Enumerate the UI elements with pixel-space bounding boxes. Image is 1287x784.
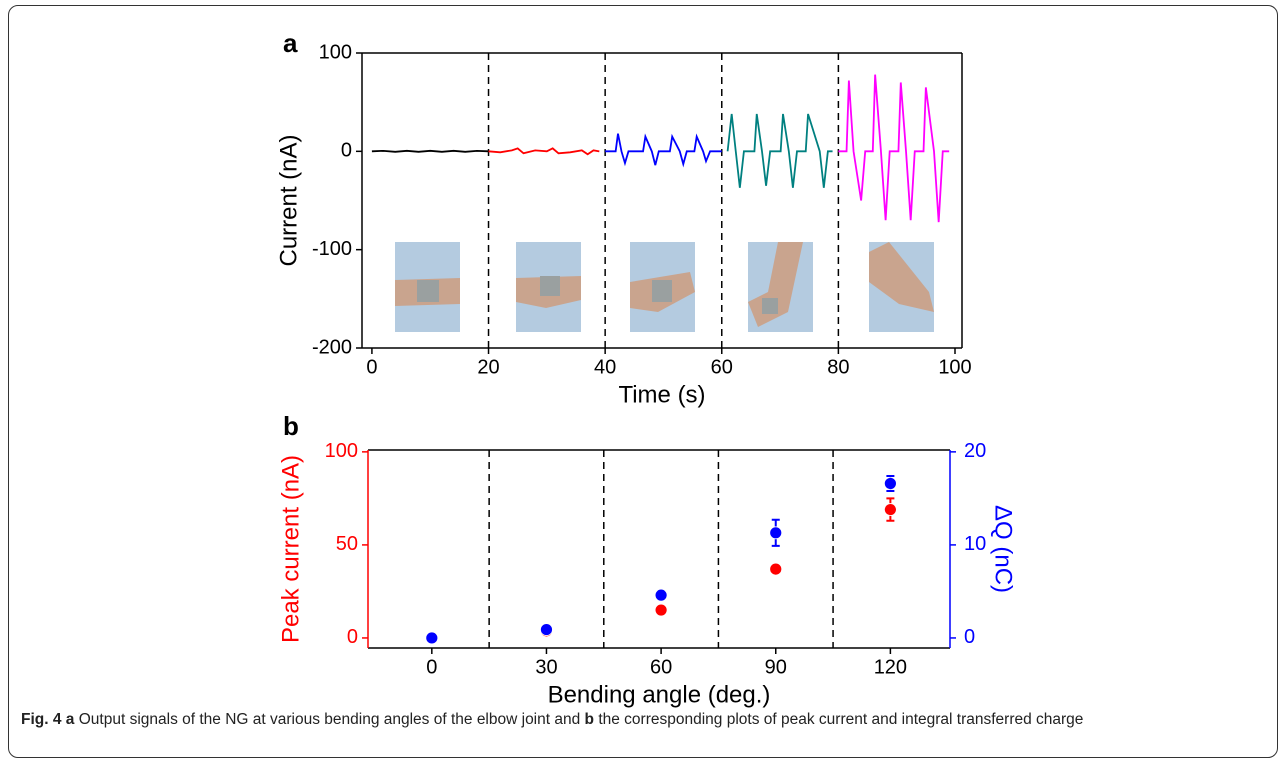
data-point xyxy=(769,526,783,540)
caption-panel: b xyxy=(584,711,595,728)
data-point xyxy=(540,623,553,636)
x-tick-label: 90 xyxy=(765,656,787,678)
y-tick-label: 100 xyxy=(319,41,352,63)
data-point xyxy=(883,477,897,490)
y-axis-label: Peak current (nA) xyxy=(277,455,304,643)
panel-label: a xyxy=(283,28,298,58)
x-tick-label: 80 xyxy=(827,356,849,378)
photo xyxy=(516,242,581,332)
x-tick-label: 120 xyxy=(874,656,907,678)
data-point xyxy=(883,503,897,516)
y2-tick-label: 0 xyxy=(964,626,975,648)
caption-text: the corresponding plots of peak current … xyxy=(598,711,1084,728)
x-tick-label: 60 xyxy=(711,356,733,378)
y2-axis-label: ΔQ (nC) xyxy=(990,505,1017,593)
x-tick-label: 20 xyxy=(477,356,499,378)
signal-line xyxy=(488,147,600,156)
caption: Fig. 4 a Output signals of the NG at var… xyxy=(21,708,1266,731)
data-point xyxy=(654,588,668,602)
data-point xyxy=(769,562,783,576)
photo xyxy=(630,242,695,332)
y-tick-label: -200 xyxy=(312,336,352,358)
x-tick-label: 60 xyxy=(650,656,672,678)
figure-border xyxy=(8,5,1278,758)
signal-line xyxy=(371,149,489,153)
y2-tick-label: 10 xyxy=(964,533,986,555)
photo-insets xyxy=(395,242,934,332)
x-axis-label: Time (s) xyxy=(618,381,705,408)
y-tick-label: 0 xyxy=(347,626,358,648)
data-point xyxy=(425,631,439,645)
x-tick-label: 100 xyxy=(938,356,971,378)
photo xyxy=(869,242,934,332)
x-axis-label: Bending angle (deg.) xyxy=(548,681,771,708)
x-tick-label: 0 xyxy=(426,656,437,678)
y2-tick-label: 20 xyxy=(964,440,986,462)
photo xyxy=(395,242,460,332)
y-tick-label: -100 xyxy=(312,238,352,260)
caption-label: Fig. 4 xyxy=(21,711,62,728)
x-tick-label: 0 xyxy=(366,356,377,378)
y-tick-label: 50 xyxy=(336,533,358,555)
caption-panel: a xyxy=(65,711,75,728)
x-tick-label: 30 xyxy=(535,656,557,678)
data-point xyxy=(654,603,668,617)
panel-label: b xyxy=(283,411,299,441)
signal-line xyxy=(605,133,722,168)
photo xyxy=(748,242,813,332)
y-axis-label: Current (nA) xyxy=(275,134,302,266)
signal-line xyxy=(838,74,950,223)
x-tick-label: 40 xyxy=(594,356,616,378)
y-tick-label: 100 xyxy=(325,440,358,462)
y-tick-label: 0 xyxy=(341,140,352,162)
caption-text: Output signals of the NG at various bend… xyxy=(78,711,581,728)
signal-line xyxy=(726,113,833,188)
